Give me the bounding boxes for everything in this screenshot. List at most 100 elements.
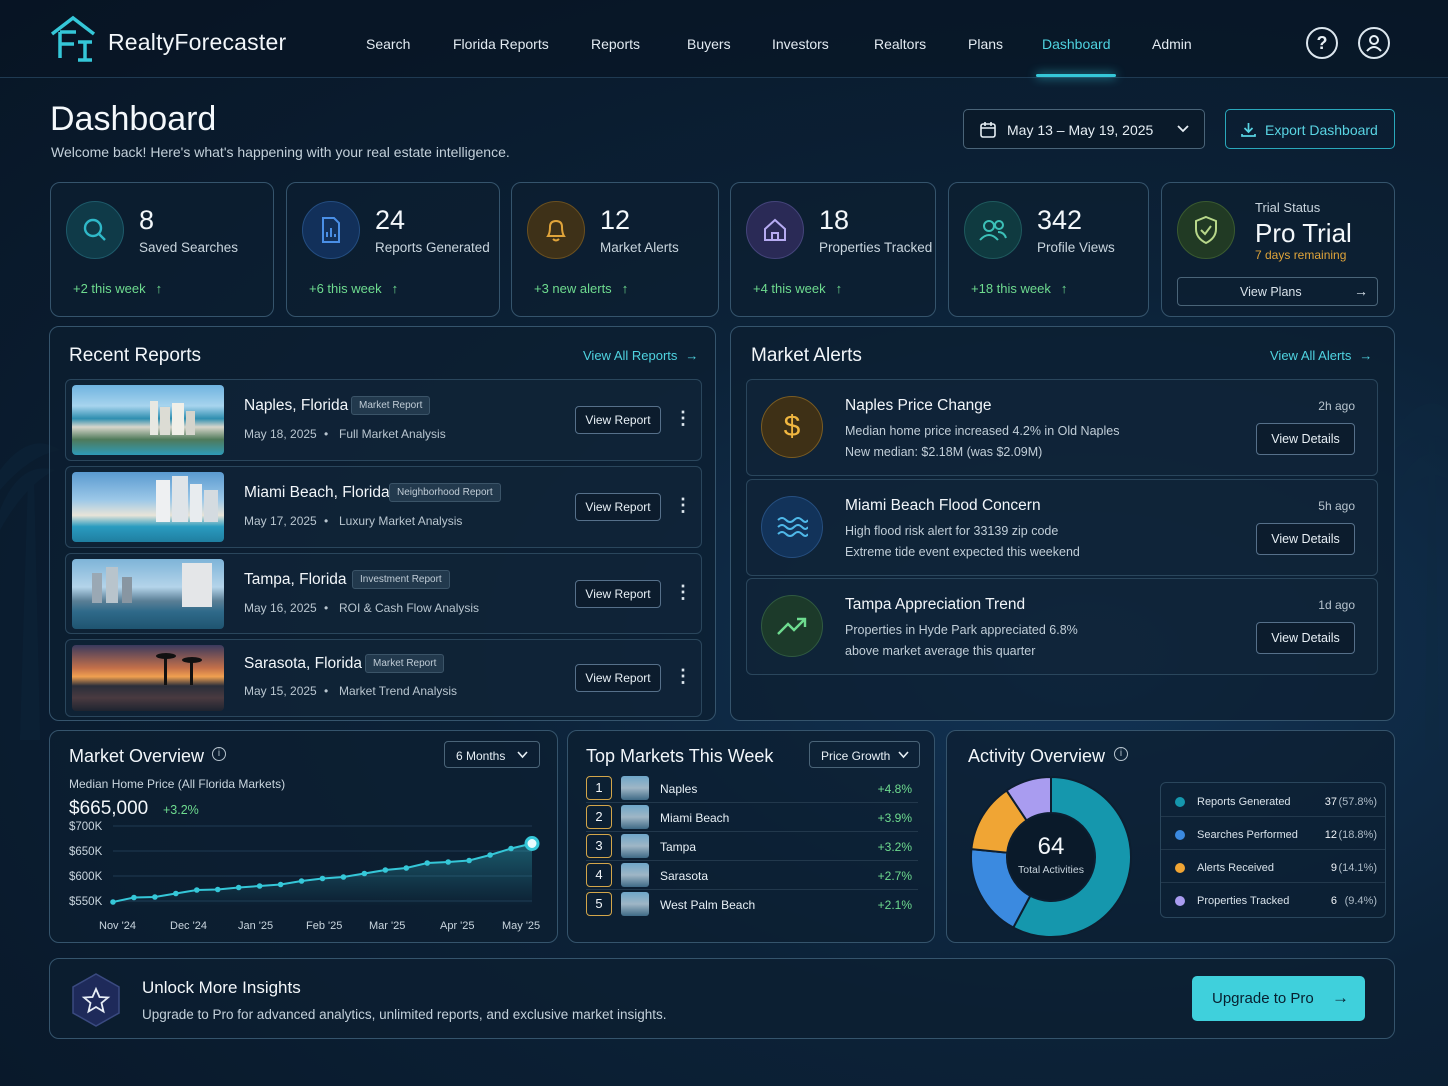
- arrow-up-icon: ↑: [621, 281, 629, 296]
- period-value: 6 Months: [456, 749, 506, 763]
- legend-swatch: [1175, 830, 1185, 840]
- data-point: [214, 886, 221, 893]
- stat-delta: +6 this week ↑: [309, 281, 399, 296]
- market-name: Naples: [660, 782, 698, 796]
- more-options-icon[interactable]: ⋮: [674, 408, 692, 428]
- report-row-sarasota[interactable]: Sarasota, Florida Market Report May 15, …: [65, 639, 702, 717]
- nav-item-reports[interactable]: Reports: [591, 36, 641, 52]
- arrow-right-icon: →: [1359, 348, 1373, 363]
- more-options-icon[interactable]: ⋮: [674, 666, 692, 686]
- data-point: [340, 874, 347, 880]
- nav-item-buyers[interactable]: Buyers: [687, 36, 731, 52]
- legend-percent: (14.1%): [1338, 862, 1377, 874]
- dollar-icon: $: [761, 396, 823, 458]
- stat-value: 24: [375, 205, 406, 235]
- market-row[interactable]: 1 Naples +4.8%: [586, 775, 918, 803]
- report-city: Naples, Florida: [244, 397, 349, 414]
- alert-line1: Median home price increased 4.2% in Old …: [845, 424, 1120, 438]
- arrow-up-icon: ↑: [835, 281, 843, 296]
- more-options-icon[interactable]: ⋮: [674, 582, 692, 602]
- bell-icon: [527, 201, 585, 259]
- view-all-reports-link[interactable]: View All Reports →: [583, 348, 699, 363]
- logo-icon[interactable]: [48, 14, 98, 64]
- arrow-right-icon: →: [685, 348, 699, 363]
- alert-time: 5h ago: [1318, 499, 1355, 513]
- view-report-button[interactable]: View Report: [575, 580, 661, 608]
- market-row[interactable]: 3 Tampa +3.2%: [586, 833, 918, 861]
- upgrade-promo-banner: Unlock More Insights Upgrade to Pro for …: [49, 958, 1395, 1039]
- data-point: [319, 875, 326, 882]
- view-details-button[interactable]: View Details: [1256, 622, 1355, 654]
- export-label: Export Dashboard: [1265, 122, 1378, 138]
- alert-row-naples[interactable]: $ Naples Price Change Median home price …: [746, 379, 1378, 476]
- view-details-button[interactable]: View Details: [1256, 523, 1355, 555]
- view-report-button[interactable]: View Report: [575, 406, 661, 434]
- legend-count: 6: [1330, 895, 1337, 907]
- report-row-tampa[interactable]: Tampa, Florida Investment Report May 16,…: [65, 553, 702, 634]
- y-tick-label: $700K: [69, 821, 103, 833]
- legend-label: Reports Generated: [1197, 796, 1291, 808]
- report-row-naples[interactable]: Naples, Florida Market Report May 18, 20…: [65, 379, 702, 461]
- data-point: [524, 836, 540, 851]
- nav-item-dashboard[interactable]: Dashboard: [1042, 36, 1111, 52]
- nav-item-florida-reports[interactable]: Florida Reports: [453, 36, 549, 52]
- waves-icon: [761, 496, 823, 558]
- recent-reports-panel: Recent Reports View All Reports → Naples,…: [49, 326, 716, 721]
- promo-text: Upgrade to Pro for advanced analytics, u…: [142, 1007, 667, 1022]
- stat-card-reports-generated[interactable]: 24 Reports Generated +6 this week ↑: [286, 182, 500, 317]
- legend-row: Searches Performed 12 (18.8%): [1161, 819, 1385, 850]
- activity-donut-chart: [970, 775, 1132, 938]
- nav-item-investors[interactable]: Investors: [772, 36, 829, 52]
- profile-button[interactable]: [1358, 27, 1390, 59]
- info-icon[interactable]: i: [212, 747, 226, 761]
- view-report-button[interactable]: View Report: [575, 493, 661, 521]
- separator-dot: •: [324, 514, 329, 528]
- alert-row-miami-beach[interactable]: Miami Beach Flood Concern High flood ris…: [746, 479, 1378, 576]
- view-all-alerts-link[interactable]: View All Alerts →: [1270, 348, 1373, 363]
- view-plans-button[interactable]: View Plans →: [1177, 277, 1378, 306]
- view-plans-label: View Plans: [1240, 285, 1302, 299]
- market-name: West Palm Beach: [660, 898, 756, 912]
- market-row[interactable]: 4 Sarasota +2.7%: [586, 862, 918, 890]
- stat-label: Saved Searches: [139, 240, 239, 255]
- stat-card-saved-searches[interactable]: 8 Saved Searches +2 this week ↑: [50, 182, 274, 317]
- market-row[interactable]: 5 West Palm Beach +2.1%: [586, 891, 918, 919]
- nav-item-admin[interactable]: Admin: [1152, 36, 1192, 52]
- view-details-button[interactable]: View Details: [1256, 423, 1355, 455]
- palm-silhouette-right: [1395, 403, 1448, 750]
- date-range-picker[interactable]: May 13 – May 19, 2025: [963, 109, 1205, 149]
- nav-item-realtors[interactable]: Realtors: [874, 36, 927, 52]
- alert-line1: Properties in Hyde Park appreciated 6.8%: [845, 623, 1078, 637]
- nav-item-search[interactable]: Search: [366, 36, 411, 52]
- period-select[interactable]: 6 Months: [444, 741, 540, 768]
- view-report-button[interactable]: View Report: [575, 664, 661, 692]
- upgrade-to-pro-button[interactable]: Upgrade to Pro →: [1192, 976, 1365, 1021]
- report-row-miami-beach[interactable]: Miami Beach, Florida Neighborhood Report…: [65, 466, 702, 548]
- report-tag: Neighborhood Report: [389, 483, 501, 502]
- download-icon: [1241, 123, 1256, 137]
- help-button[interactable]: ?: [1306, 27, 1338, 59]
- alert-line2: Extreme tide event expected this weekend: [845, 545, 1080, 559]
- arrow-up-icon: ↑: [155, 281, 163, 296]
- stat-card-market-alerts[interactable]: 12 Market Alerts +3 new alerts ↑: [511, 182, 719, 317]
- stat-delta: +3 new alerts ↑: [534, 281, 629, 296]
- report-tag: Market Report: [365, 654, 445, 673]
- market-row[interactable]: 2 Miami Beach +3.9%: [586, 804, 918, 832]
- stat-card-properties-tracked[interactable]: 18 Properties Tracked +4 this week ↑: [730, 182, 936, 317]
- data-point: [235, 884, 242, 891]
- stat-delta: +18 this week ↑: [971, 281, 1068, 296]
- nav-item-plans[interactable]: Plans: [968, 36, 1004, 52]
- x-tick-label: Mar '25: [369, 920, 405, 932]
- market-rank: 1: [586, 776, 612, 800]
- more-options-icon[interactable]: ⋮: [674, 495, 692, 515]
- stat-value: 18: [819, 205, 850, 235]
- data-point: [131, 894, 137, 901]
- top-markets-filter[interactable]: Price Growth: [809, 741, 920, 768]
- report-type: Luxury Market Analysis: [339, 514, 463, 528]
- info-icon[interactable]: i: [1114, 747, 1128, 761]
- export-dashboard-button[interactable]: Export Dashboard: [1225, 109, 1395, 149]
- alert-row-tampa[interactable]: Tampa Appreciation Trend Properties in H…: [746, 578, 1378, 675]
- stat-card-profile-views[interactable]: 342 Profile Views +18 this week ↑: [948, 182, 1149, 317]
- app-name[interactable]: RealtyForecaster: [108, 29, 287, 55]
- separator-dot: •: [324, 427, 329, 441]
